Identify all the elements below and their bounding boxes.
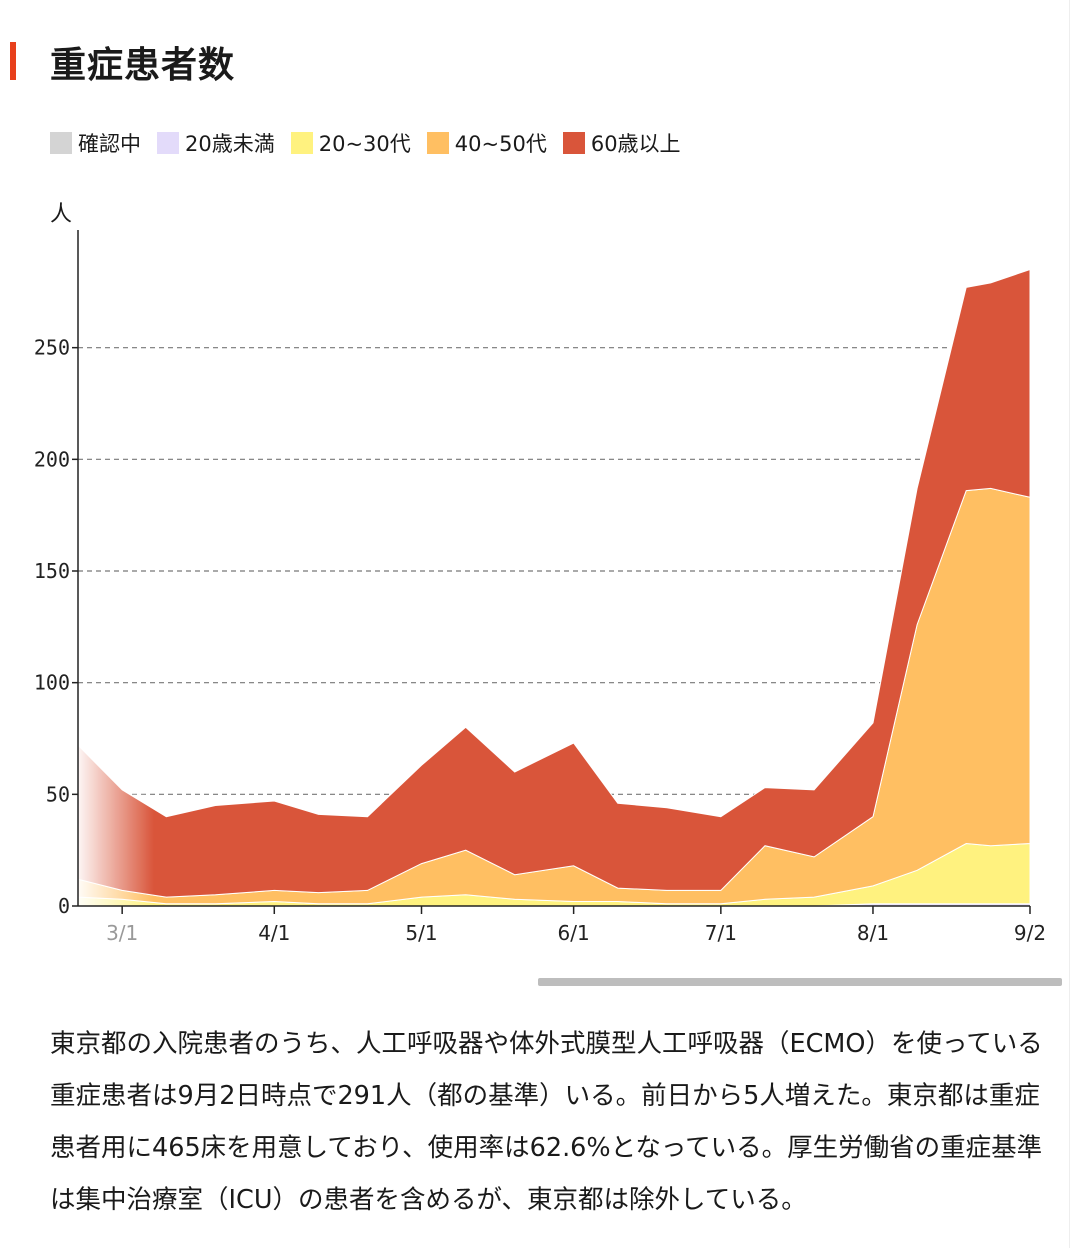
area-series-4 [77,268,1031,898]
y-tick-label: 150 [34,559,70,583]
legend-label: 確認中 [78,132,141,156]
legend-swatch [50,132,72,154]
title-accent-bar [10,42,16,80]
legend-item-60plus: 60歳以上 [562,128,681,158]
y-tick-label: 100 [34,671,70,695]
legend-swatch [290,132,313,154]
legend-item-20s-30s: 20~30代 [290,128,411,158]
horizontal-scrollbar[interactable] [538,978,1062,986]
x-tick-label: 7/1 [705,921,737,945]
x-tick-label: 6/1 [558,921,590,945]
legend-swatch [562,132,585,154]
legend-label: 60歳以上 [590,132,681,156]
legend: 確認中 20歳未満 20~30代 40~50代 60歳以上 [50,128,697,158]
x-tick-label: 3/1 [106,921,138,945]
legend-item-40s-50s: 40~50代 [426,128,547,158]
x-tick-label: 8/1 [857,921,889,945]
legend-item-under20: 20歳未満 [157,128,275,158]
page-edge-rule [1069,0,1070,1248]
description-text: 東京都の入院患者のうち、人工呼吸器や体外式膜型人工呼吸器（ECMO）を使っている… [50,1029,1043,1215]
y-tick-label: 0 [58,894,70,918]
scroll-fade-overlay [74,727,154,906]
legend-swatch [157,132,179,154]
x-tick-label: 5/1 [405,921,437,945]
legend-item-confirming: 確認中 [50,128,141,158]
legend-label: 20~30代 [318,132,411,156]
legend-label: 40~50代 [454,132,547,156]
x-tick-label: 9/2 [1014,921,1046,945]
y-axis-unit-label: 人 [50,202,73,227]
y-tick-label: 200 [34,447,70,471]
legend-label: 20歳未満 [185,132,275,156]
y-tick-label: 50 [46,782,70,806]
stacked-area-chart: 0 50 100 150 200 250 3/1 4/1 5/1 6/1 7/1 8/1 9/2 [34,230,1046,945]
x-tick-label: 4/1 [258,921,290,945]
y-tick-label: 250 [34,336,70,360]
legend-swatch [426,132,449,154]
chart-title: 重症患者数 [50,45,236,86]
